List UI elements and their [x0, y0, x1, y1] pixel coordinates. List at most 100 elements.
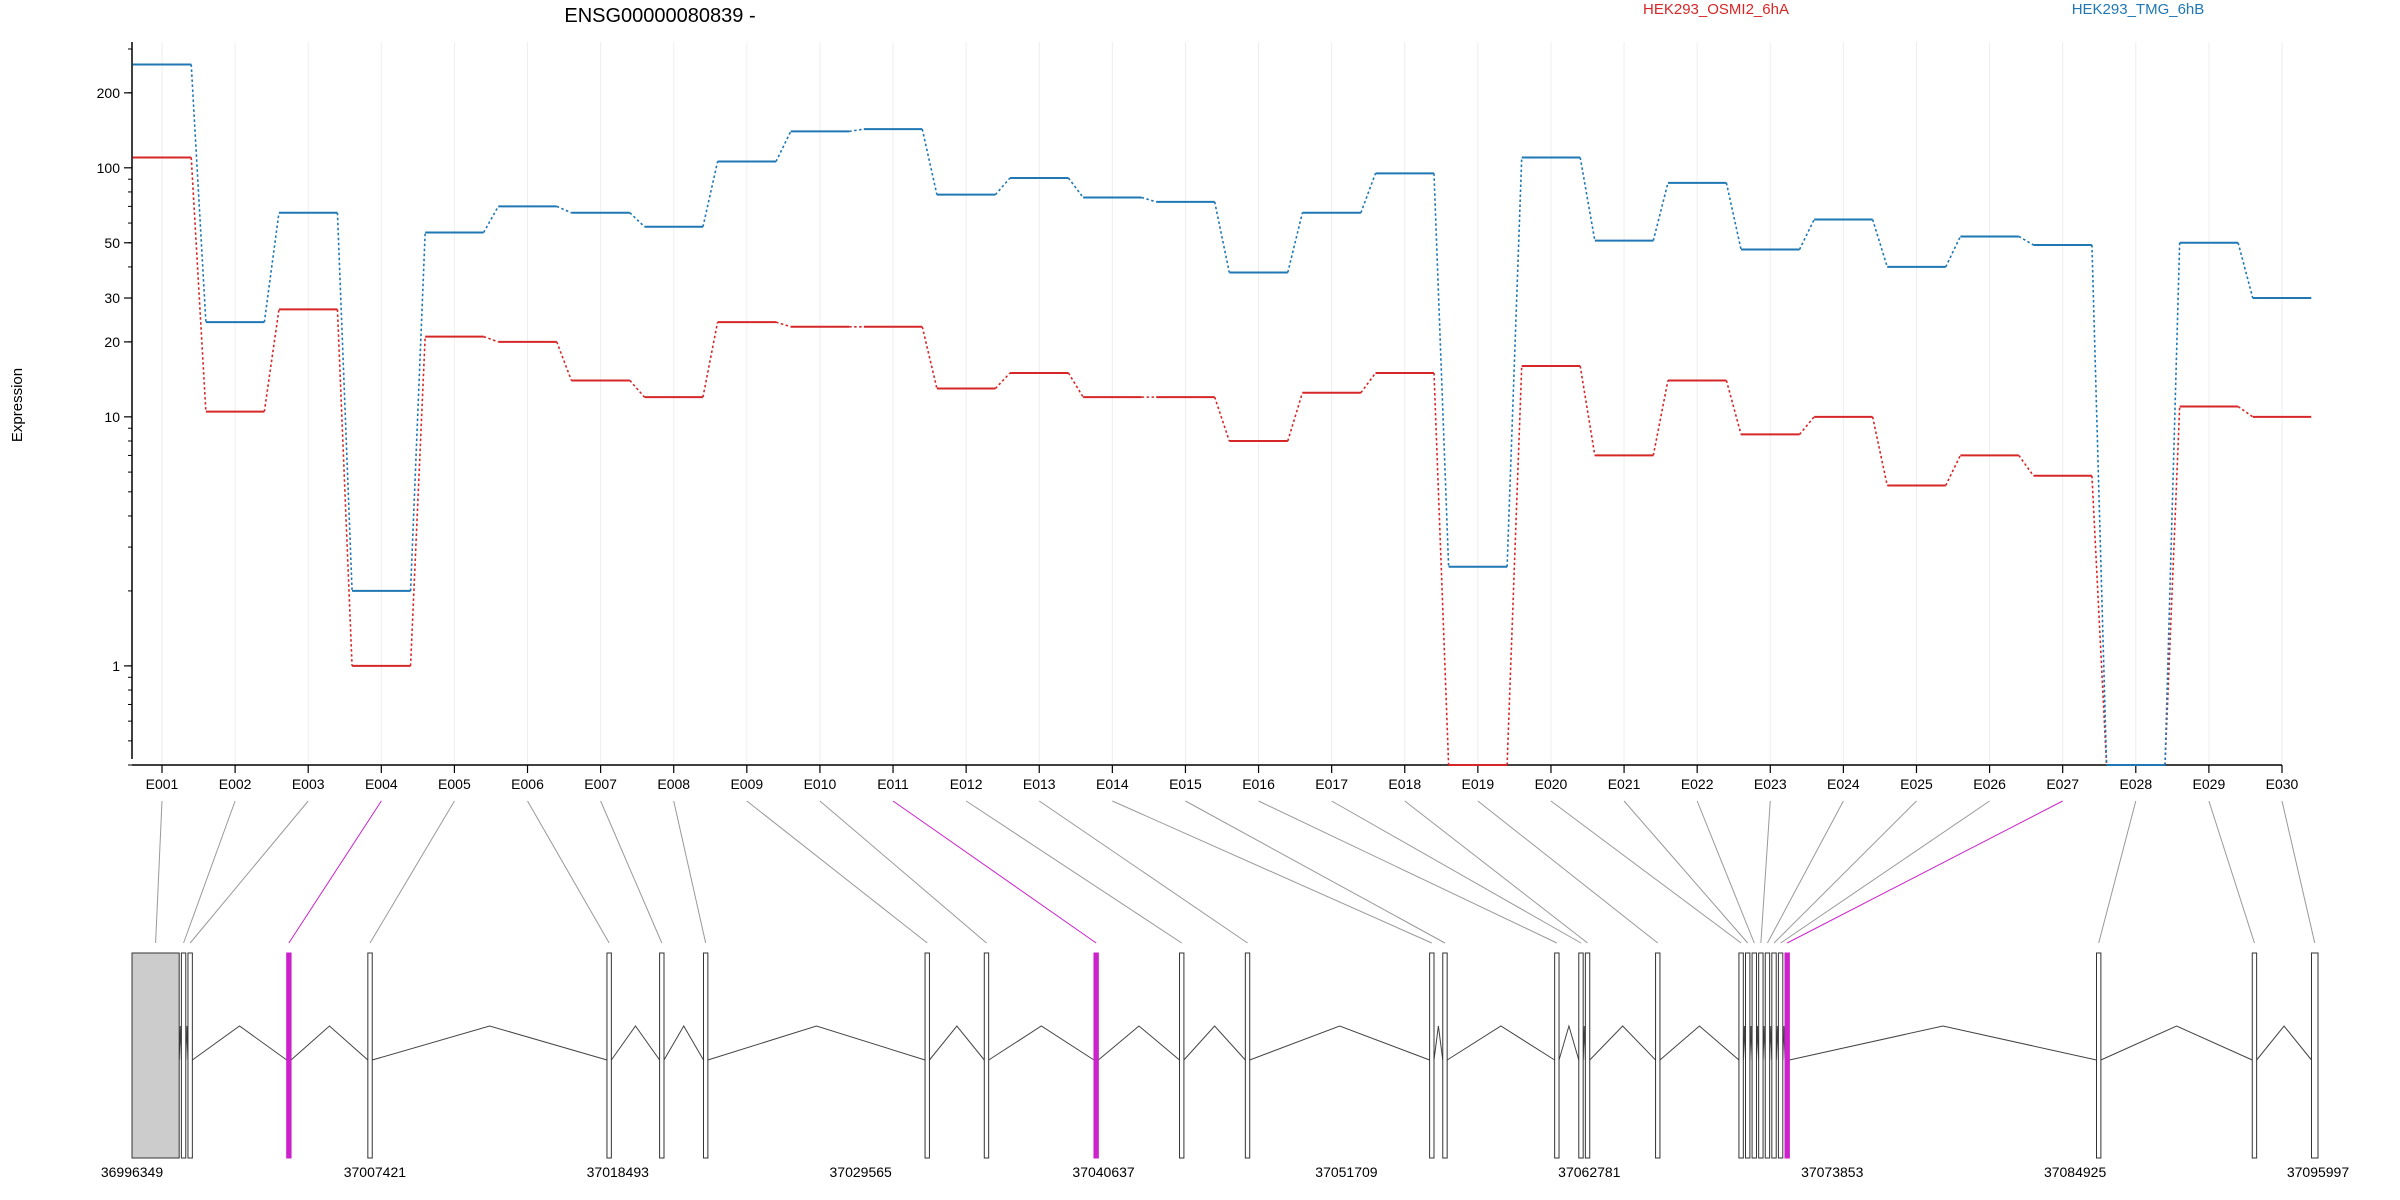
exon-box: [1584, 952, 1591, 1159]
exon-box: [187, 952, 193, 1159]
intron-line: [2100, 1025, 2253, 1061]
exon-box: [983, 952, 990, 1159]
exon-box: [1244, 952, 1251, 1159]
exon-connector: [673, 800, 707, 944]
legend-entry-osmi2: HEK293_OSMI2_6hA: [1643, 1, 1789, 18]
data-transition: [775, 131, 792, 162]
data-transition: [629, 212, 646, 228]
exon-label: E002: [219, 776, 252, 792]
coordinate-label: 37051709: [1315, 1164, 1378, 1180]
connector-layer: [155, 800, 2316, 944]
data-transition: [1360, 372, 1377, 394]
exon-connector: [1623, 800, 1749, 944]
y-tick-label: 100: [97, 160, 121, 176]
exon-box: [1093, 952, 1099, 1159]
data-transition: [2164, 406, 2181, 766]
exon-box: [2310, 952, 2319, 1159]
data-transition: [1360, 173, 1377, 214]
exon-label: E018: [1388, 776, 1421, 792]
exon-label: E020: [1535, 776, 1568, 792]
grid-layer: [161, 42, 2283, 763]
intron-line: [1183, 1025, 1246, 1061]
exon-box: [180, 952, 187, 1159]
exon-label: E003: [292, 776, 325, 792]
exon-connector: [288, 800, 382, 944]
coordinate-label: 37073853: [1801, 1164, 1864, 1180]
data-transition: [556, 205, 572, 214]
exon-box: [1745, 952, 1751, 1159]
exon-box: [1738, 952, 1744, 1159]
intron-line: [1249, 1025, 1430, 1061]
intron-line: [1433, 1025, 1444, 1061]
exon-box: [1758, 952, 1764, 1159]
data-transition: [1506, 157, 1523, 567]
data-transition: [2237, 405, 2254, 418]
exon-label: E027: [2046, 776, 2079, 792]
legend-entry-tmg: HEK293_TMG_6hB: [2072, 1, 2205, 18]
exon-connector: [1786, 800, 2063, 944]
data-transition: [1945, 236, 1962, 268]
intron-line: [707, 1025, 926, 1061]
chart-title: ENSG00000080839 -: [564, 5, 755, 27]
exon-box: [1751, 952, 1757, 1159]
exon-box: [606, 952, 612, 1159]
exon-box: [924, 952, 930, 1159]
data-transition: [1213, 201, 1231, 273]
data-transition: [1067, 177, 1084, 198]
exon-box: [1784, 952, 1790, 1159]
exon-label: E008: [657, 776, 690, 792]
data-transition: [702, 322, 719, 398]
intron-line: [1098, 1025, 1180, 1061]
y-tick-label: 200: [97, 85, 121, 101]
data-transition: [190, 157, 207, 412]
data-transition: [1725, 380, 1742, 435]
exon-label: E014: [1096, 776, 1129, 792]
y-axis-label: Expression: [9, 368, 26, 442]
data-transition: [263, 309, 280, 412]
data-transition: [2018, 235, 2034, 246]
data-transition: [1871, 416, 1889, 486]
data-transition: [1067, 372, 1084, 398]
exon-label: E005: [438, 776, 471, 792]
exon-connector: [1112, 800, 1433, 944]
exon-connector: [965, 800, 1182, 944]
data-transition: [1141, 196, 1157, 203]
exon-box: [1764, 952, 1771, 1159]
exon-connector: [746, 800, 928, 944]
gene-model: 36996349 37007421 37018493 37029565 37040637…: [101, 952, 2349, 1180]
intron-line: [192, 1025, 287, 1061]
exon-connector: [2208, 800, 2255, 944]
intron-line: [610, 1025, 661, 1061]
exon-connector: [1258, 800, 1558, 944]
exon-connector: [527, 800, 610, 944]
data-transition: [483, 335, 499, 343]
data-transition: [775, 321, 791, 328]
exon-label: E009: [730, 776, 763, 792]
exon-label: E021: [1608, 776, 1641, 792]
exon-label: E010: [804, 776, 837, 792]
exon-connector: [600, 800, 663, 944]
exon-label: E013: [1023, 776, 1056, 792]
exon-label: E007: [584, 776, 617, 792]
exon-label: E006: [511, 776, 544, 792]
y-tick-label: 30: [104, 290, 120, 306]
exon-connector: [1185, 800, 1446, 944]
coordinate-label: 37018493: [587, 1164, 650, 1180]
series-layer: [132, 63, 2312, 766]
data-transition: [629, 379, 646, 398]
exon-connector: [1331, 800, 1582, 944]
data-transition: [263, 212, 280, 323]
data-transition: [1945, 455, 1962, 486]
exon-connector: [183, 800, 236, 944]
exon-label: E019: [1462, 776, 1495, 792]
intron-line: [372, 1025, 608, 1061]
data-transition: [1579, 365, 1596, 456]
exon-connector: [1550, 800, 1742, 944]
exon-box: [1429, 952, 1435, 1159]
exon-label: E016: [1242, 776, 1275, 792]
data-transition: [1506, 365, 1523, 766]
exon-label: E024: [1827, 776, 1860, 792]
data-transition: [2091, 244, 2108, 766]
exon-label: E017: [1315, 776, 1348, 792]
